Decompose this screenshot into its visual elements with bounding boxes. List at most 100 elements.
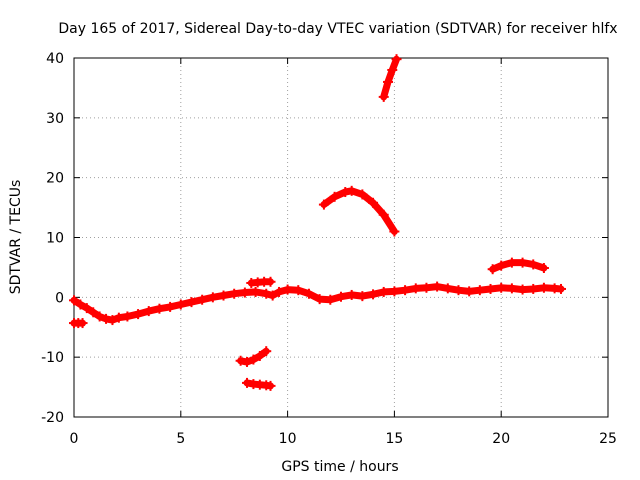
data-point [329,191,340,202]
data-point [165,301,176,312]
data-point [421,282,432,293]
data-point [442,283,453,294]
data-point [464,286,475,297]
data-point [88,307,99,318]
data-point [261,288,272,299]
data-point [81,303,92,314]
data-point [410,283,421,294]
data-point [538,263,549,274]
data-point [382,76,393,87]
x-tick-label: 15 [385,431,403,447]
data-point [242,377,253,388]
data-point [357,189,368,200]
data-point [186,297,197,308]
series-segment-lowA [235,346,272,367]
data-point [248,354,259,365]
data-point [506,257,517,268]
data-point [282,284,293,295]
data-point [293,285,304,296]
series-segment-start [69,318,88,329]
data-point [387,64,398,75]
data-point [378,91,389,102]
y-tick-label: 20 [46,171,64,187]
series-line [380,55,400,101]
axis-ticks: 0 5 10 15 20 25 -20 -10 0 10 20 30 40 [41,51,617,447]
x-tick-label: 25 [599,431,617,447]
data-point [318,199,329,210]
data-point [378,286,389,297]
data-point [378,209,389,220]
data-point [113,312,124,323]
data-point [389,286,400,297]
x-tick-label: 10 [279,431,297,447]
y-tick-label: 10 [46,231,64,247]
series-arc-top [378,54,402,102]
data-point [303,288,314,299]
y-axis-label: SDTVAR / TECUs [8,180,24,295]
y-tick-label: 0 [55,290,64,306]
data-point [485,283,496,294]
data-point [250,286,261,297]
data-point [254,350,265,361]
data-point [368,289,379,300]
data-point [77,318,88,329]
data-point [432,281,443,292]
data-point [357,291,368,302]
data-point [154,303,165,314]
data-point [265,380,276,391]
series-line [70,283,565,324]
data-point [274,286,285,297]
data-point [517,257,528,268]
data-point [528,283,539,294]
data-point [107,315,118,326]
data-point [346,289,357,300]
x-tick-label: 20 [492,431,510,447]
data-point [496,260,507,271]
data-point [538,282,549,293]
data-point [340,187,351,198]
data-point [325,294,336,305]
series-main-band [69,281,567,326]
data-point [218,290,229,301]
grid [74,58,608,417]
data-point [122,311,133,322]
data-point [336,291,346,302]
data-point [346,185,357,196]
series-segment-right [487,257,549,275]
data-point [474,285,485,296]
data-point [207,292,218,303]
y-tick-label: 30 [46,111,64,127]
data-point [94,311,105,322]
series-segment-upperA [246,276,276,288]
data-point [517,284,528,295]
data-point [496,282,507,293]
data-point [75,299,86,310]
y-tick-label: -20 [41,410,64,426]
y-tick-label: 40 [46,51,64,67]
data-point [528,259,539,270]
data-point [143,306,154,317]
chart-title: Day 165 of 2017, Sidereal Day-to-day VTE… [58,21,617,37]
data-point [261,346,272,357]
data-point [235,355,246,366]
data-point [265,276,276,287]
data-point [487,264,498,275]
data-point [453,285,464,296]
data-point [400,285,411,296]
data-point [389,226,400,237]
data-point [101,313,112,324]
y-tick-label: -10 [41,350,64,366]
data-point [69,295,79,306]
data-point [391,54,402,65]
series-layer [69,54,567,391]
data-point [229,288,240,299]
data-point [242,356,253,367]
x-axis-label: GPS time / hours [281,459,398,475]
data-point [506,283,517,294]
data-point [267,290,278,301]
data-point [556,283,567,294]
x-tick-label: 0 [70,431,79,447]
data-point [133,309,144,320]
series-segment-lowB [242,377,276,391]
